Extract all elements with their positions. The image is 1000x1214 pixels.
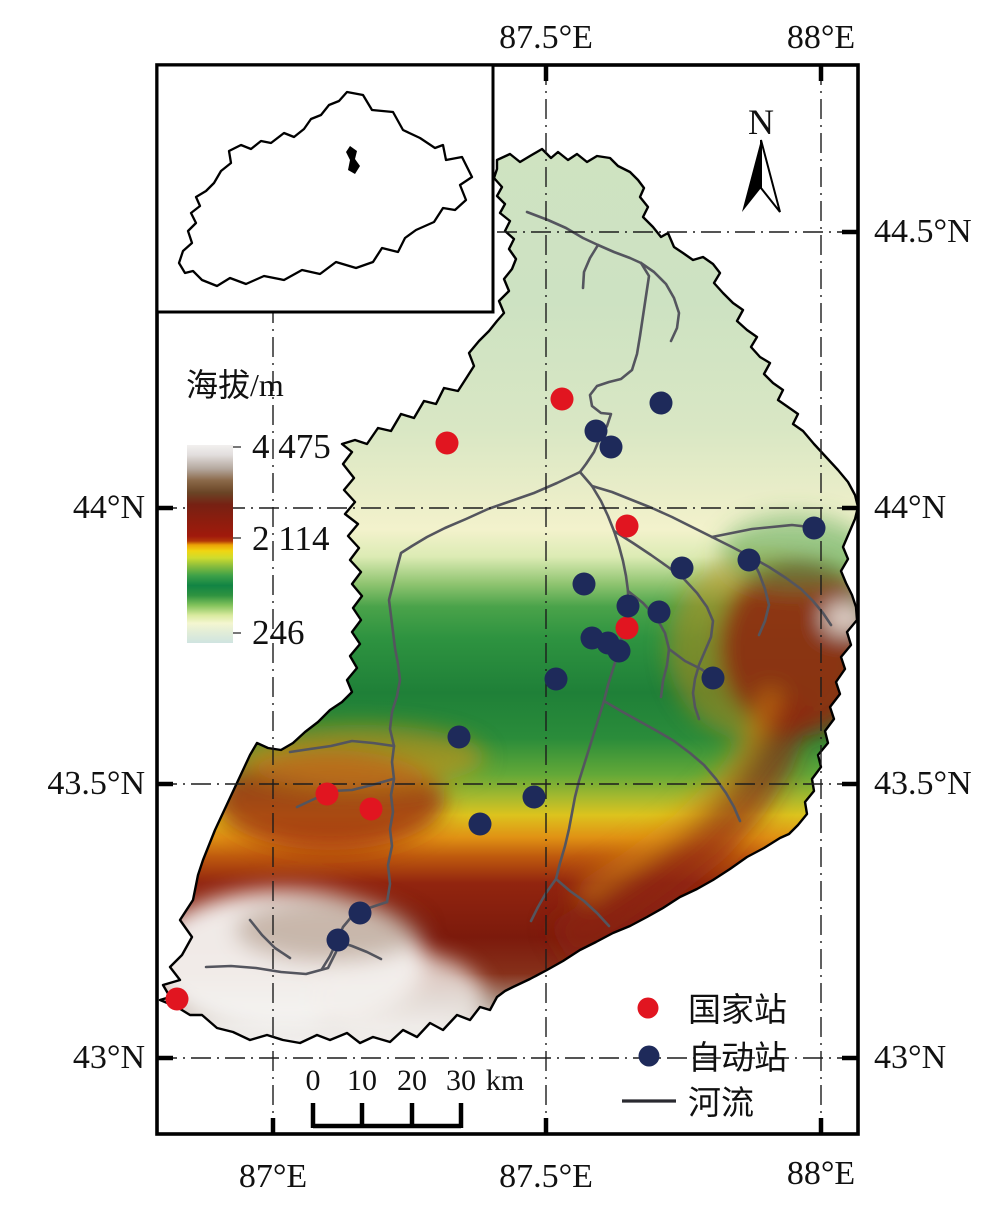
national-station-marker — [315, 782, 339, 806]
automatic-station-marker — [584, 419, 608, 443]
stations — [165, 387, 826, 1011]
inset-study-area-marker — [346, 146, 360, 174]
lat-label-left-43-5n: 43.5°N — [47, 765, 145, 802]
automatic-station-marker — [522, 785, 546, 809]
lat-label-right-44-5n: 44.5°N — [874, 213, 972, 250]
legend-national-dot — [637, 997, 659, 1019]
scale-bar — [310, 1103, 464, 1129]
automatic-station-marker — [670, 556, 694, 580]
river-line — [525, 210, 643, 265]
lon-label-top-87-5e: 87.5°E — [499, 19, 593, 56]
automatic-station-marker — [647, 600, 671, 624]
automatic-station-marker — [701, 666, 725, 690]
river-line — [749, 555, 771, 637]
river-line — [554, 470, 630, 881]
inset-region-outline — [177, 90, 474, 288]
lon-label-top-88e: 88°E — [786, 19, 856, 56]
automatic-station-marker — [607, 639, 631, 663]
river-line — [626, 589, 671, 699]
legend-label-river: 河流 — [688, 1086, 754, 1122]
lon-label-bottom-88e: 88°E — [786, 1155, 856, 1192]
river-line — [204, 939, 339, 976]
scalebar-label-20: 20 — [397, 1064, 427, 1097]
national-station-marker — [550, 387, 574, 411]
scalebar-unit: km — [485, 1064, 525, 1097]
scalebar-label-30: 30 — [446, 1064, 476, 1097]
station-legend — [622, 997, 676, 1103]
river-line — [529, 877, 558, 923]
legend-label-national-station: 国家站 — [688, 993, 787, 1029]
river-line — [581, 243, 600, 290]
north-arrow-label: N — [748, 102, 774, 142]
automatic-station-marker — [348, 901, 372, 925]
lon-label-bottom-87-5e: 87.5°E — [499, 1158, 593, 1195]
automatic-station-marker — [649, 391, 673, 415]
automatic-station-marker — [599, 435, 623, 459]
river-line — [710, 523, 812, 539]
river-line — [248, 918, 292, 960]
legend-label-automatic-station: 自动站 — [688, 1041, 787, 1077]
lon-label-bottom-87e: 87°E — [238, 1158, 308, 1195]
lat-label-right-44n: 44°N — [874, 489, 947, 526]
lat-label-right-43n: 43°N — [874, 1039, 947, 1076]
elevation-colorbar — [187, 445, 241, 643]
automatic-station-marker — [802, 516, 826, 540]
river-line — [288, 739, 396, 754]
automatic-station-marker — [572, 572, 596, 596]
basin-outline — [158, 147, 860, 1045]
automatic-station-marker — [544, 667, 568, 691]
national-station-marker — [615, 616, 639, 640]
river-line — [602, 699, 742, 823]
national-station-marker — [165, 987, 189, 1011]
elevation-mid-label: 2 114 — [252, 519, 330, 558]
automatic-station-marker — [326, 928, 350, 952]
river-line — [385, 470, 582, 904]
river-line — [639, 261, 681, 343]
inset-locator-map — [155, 63, 495, 314]
national-station-marker — [435, 431, 459, 455]
lat-label-right-43-5n: 43.5°N — [874, 765, 972, 802]
north-arrow-icon — [742, 139, 781, 213]
automatic-station-marker — [468, 812, 492, 836]
automatic-station-marker — [616, 594, 640, 618]
automatic-station-marker — [447, 725, 471, 749]
elevation-min-label: 246 — [252, 613, 305, 652]
lat-label-left-44n: 44°N — [72, 489, 145, 526]
legend-automatic-dot — [638, 1045, 660, 1067]
elevation-legend-title: 海拔/m — [186, 367, 284, 403]
lat-label-left-43n: 43°N — [72, 1039, 145, 1076]
elevation-max-label: 4 475 — [252, 427, 331, 466]
basin-terrain — [160, 149, 858, 1043]
national-station-marker — [359, 797, 383, 821]
river-line — [590, 484, 833, 627]
river-line — [554, 877, 611, 928]
scalebar-label-10: 10 — [347, 1064, 377, 1097]
river-line — [612, 529, 715, 721]
scalebar-label-0: 0 — [305, 1064, 321, 1097]
automatic-station-marker — [737, 548, 761, 572]
national-station-marker — [615, 514, 639, 538]
